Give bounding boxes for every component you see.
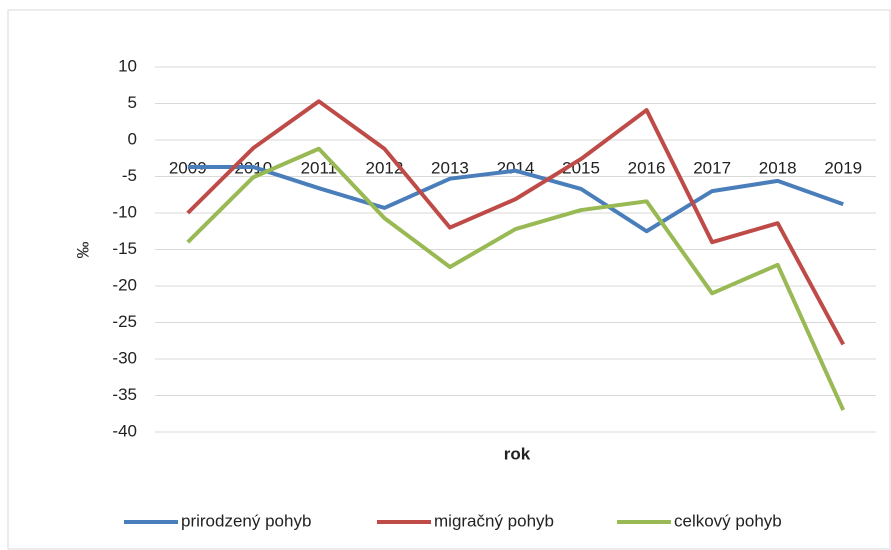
data-line [186,146,846,411]
legend-label: migračný pohyb [434,511,554,530]
legend-label: prirodzený pohyb [181,511,311,530]
x-tick-label: 2017 [693,158,731,177]
y-tick-label: -40 [112,421,137,440]
y-tick-label: -15 [112,239,137,258]
legend-label: celkový pohyb [674,511,782,530]
x-tick-label: 2019 [824,158,862,177]
x-tick-label: 2013 [431,158,469,177]
x-tick-label: 2016 [628,158,666,177]
x-tick-label: 2012 [365,158,403,177]
y-tick-label: 5 [128,93,137,112]
y-tick-label: -35 [112,385,137,404]
x-tick-label: 2018 [759,158,797,177]
chart-frame [7,9,891,550]
x-tick-label: 2011 [301,158,338,177]
y-tick-label: -10 [112,202,137,221]
y-tick-label: -30 [112,348,137,367]
data-line [187,165,844,234]
x-axis-label: rok [504,444,531,463]
y-tick-label: 0 [128,129,137,148]
y-tick-label: -20 [112,275,137,294]
data-line [186,99,845,346]
y-tick-label: -5 [122,166,137,185]
y-axis-label: ‰ [73,242,92,259]
y-tick-label: -25 [112,312,137,331]
y-tick-label: 10 [118,56,137,75]
